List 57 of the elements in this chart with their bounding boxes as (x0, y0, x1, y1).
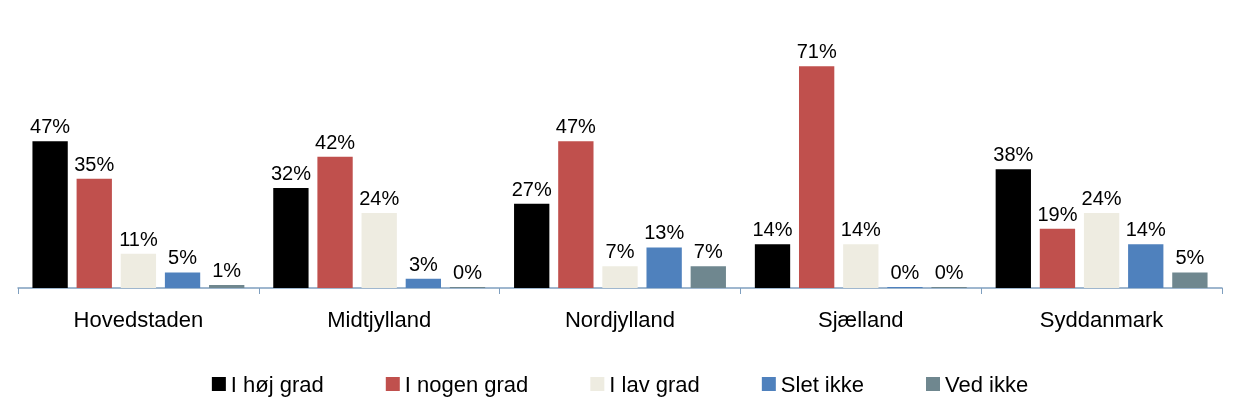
x-tick-label: Nordjylland (564, 306, 676, 332)
data-label: 7% (605, 240, 635, 263)
data-label: 0% (890, 261, 920, 283)
data-label: 5% (1175, 246, 1205, 269)
bar (273, 188, 309, 288)
bar (32, 141, 68, 288)
bar (361, 213, 397, 288)
data-label: 27% (511, 177, 552, 200)
bar (798, 66, 835, 288)
bar (843, 244, 879, 288)
data-label: 5% (168, 246, 198, 269)
data-label: 19% (1037, 202, 1078, 225)
bar (690, 266, 726, 288)
data-label: 0% (453, 261, 483, 283)
data-label: 35% (74, 152, 115, 175)
bar (120, 253, 157, 288)
legend-label: Ved ikke (944, 371, 1029, 397)
data-label: 38% (993, 143, 1034, 166)
bar (646, 247, 682, 288)
bar (754, 244, 791, 288)
data-label: 11% (119, 227, 158, 250)
bar (558, 141, 594, 288)
data-label: 14% (752, 218, 793, 241)
bar (1039, 228, 1076, 288)
bar (76, 178, 112, 288)
legend-label: Slet ikke (780, 371, 864, 397)
data-label: 32% (270, 162, 312, 184)
bar (405, 278, 442, 288)
bar (317, 156, 353, 288)
data-label: 14% (840, 218, 882, 241)
bar (514, 203, 550, 288)
data-label: 14% (1125, 218, 1166, 241)
data-label: 24% (1081, 187, 1122, 209)
bar (209, 284, 245, 288)
bar (1083, 213, 1120, 288)
data-label: 47% (30, 115, 71, 138)
x-tick-label: Midtjylland (327, 306, 432, 332)
data-label: 71% (796, 40, 837, 63)
x-tick-label: Hovedstaden (73, 306, 204, 332)
bar (602, 266, 638, 288)
legend-label: I lav grad (609, 371, 700, 397)
x-tick-label: Syddanmark (1039, 306, 1165, 332)
data-label: 1% (212, 258, 242, 281)
data-label: 47% (555, 115, 597, 138)
data-label: 13% (644, 221, 685, 244)
legend-label: I nogen grad (404, 371, 529, 397)
data-label: 7% (693, 240, 723, 263)
bar (1172, 272, 1208, 288)
bar (995, 169, 1031, 288)
legend-label: I høj grad (230, 371, 324, 397)
data-label: 0% (934, 261, 964, 283)
x-tick-label: Sjælland (818, 306, 904, 332)
data-label: 3% (408, 252, 439, 275)
bar (1128, 244, 1164, 288)
data-label: 24% (359, 187, 400, 209)
bar (164, 272, 201, 288)
data-label: 42% (315, 130, 356, 153)
